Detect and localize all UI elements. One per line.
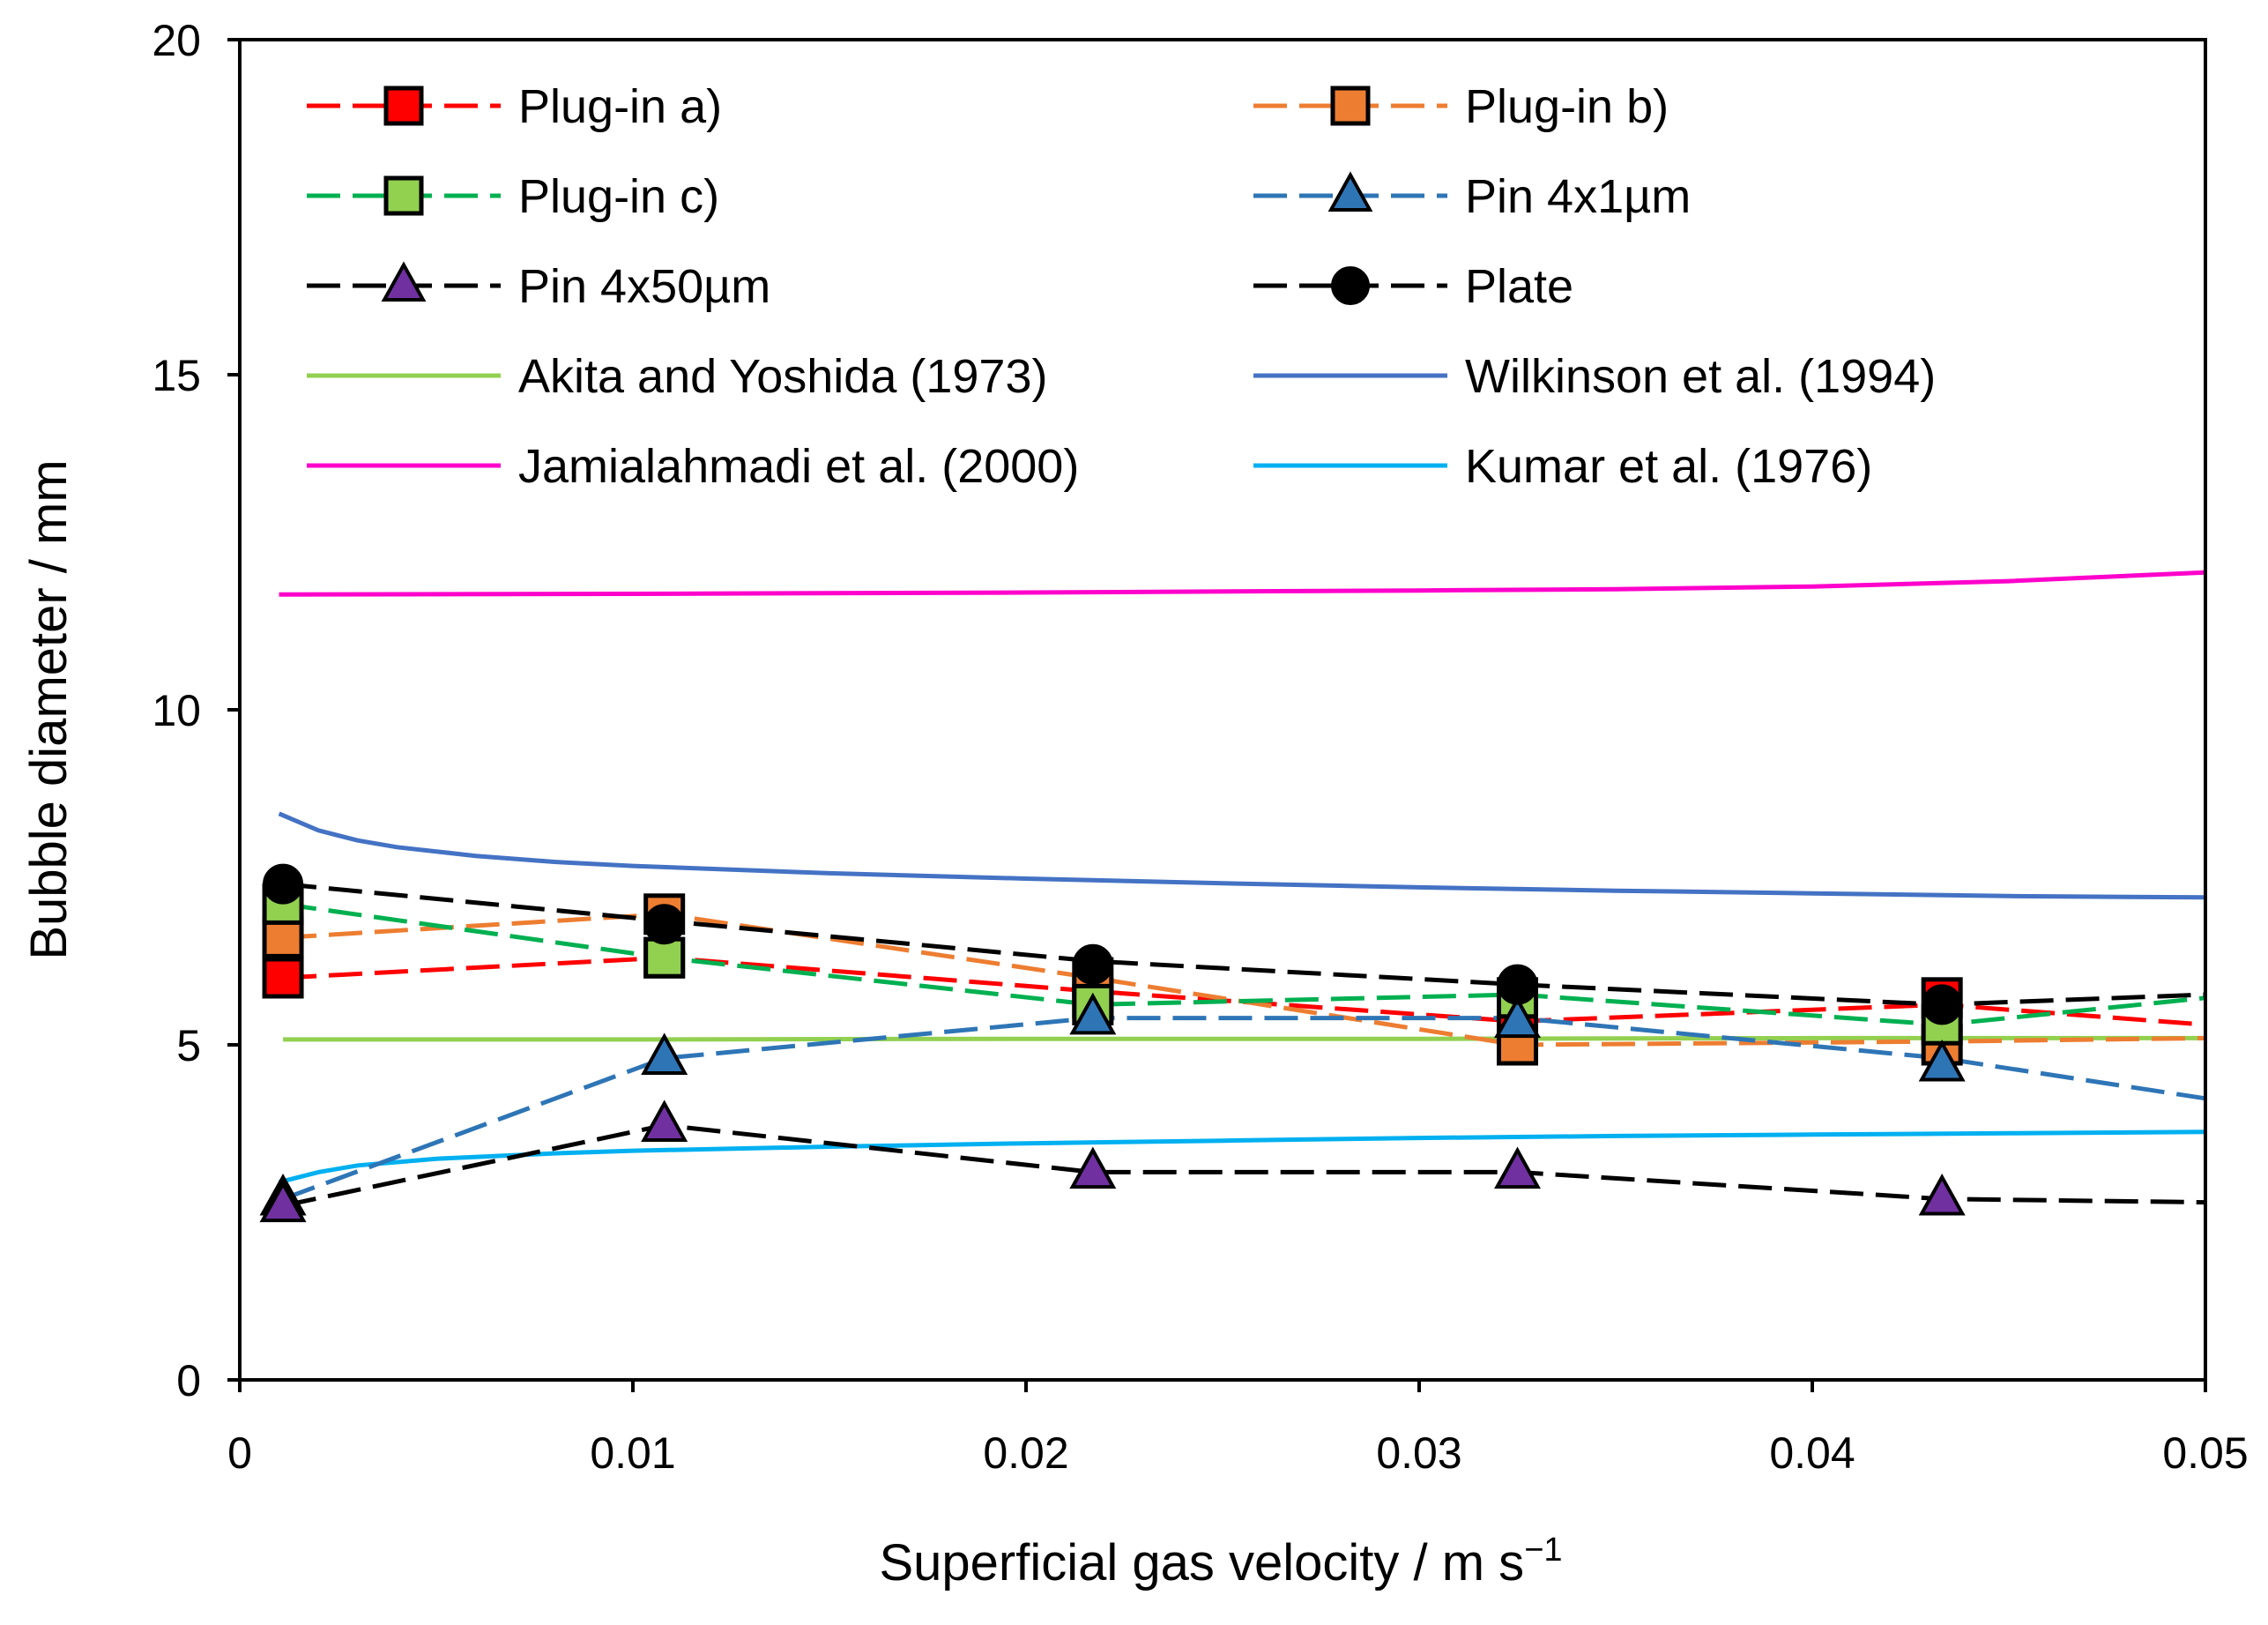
y-tick-label: 20 xyxy=(152,16,201,65)
legend-label: Jamialahmadi et al. (2000) xyxy=(518,440,1079,493)
legend-label: Pin 4x1µm xyxy=(1465,170,1691,223)
data-point-plate xyxy=(1922,984,1963,1025)
x-tick-label: 0 xyxy=(227,1428,252,1478)
legend-label: Pin 4x50µm xyxy=(518,260,770,313)
series-layer xyxy=(259,570,2206,1223)
data-point-pin-4x1-m xyxy=(1069,992,1117,1035)
y-axis-ticks: 0 5 10 15 20 xyxy=(152,16,240,1405)
series-line-plug-in-a xyxy=(282,955,2206,1027)
data-point-pin-4x50-m xyxy=(1918,1173,1966,1216)
legend-swatch-marker xyxy=(381,261,427,302)
legend-item-plug-in-c: Plug-in c) xyxy=(307,170,719,223)
legend-label: Plug-in a) xyxy=(518,80,722,133)
data-point-plate xyxy=(643,904,685,945)
legend-swatch-marker xyxy=(1327,171,1373,212)
x-axis-title: Superficial gas velocity / m s−1 xyxy=(879,1532,1562,1591)
data-point-plate xyxy=(1072,943,1113,985)
legend-item-plate: Plate xyxy=(1253,260,1573,313)
legend-item-akita-and-yoshida-1973: Akita and Yoshida (1973) xyxy=(307,350,1047,403)
x-tick-label: 0.05 xyxy=(2162,1428,2248,1478)
legend-item-pin-4x1-m: Pin 4x1µm xyxy=(1253,170,1691,223)
data-point-pin-4x50-m xyxy=(259,1180,307,1223)
x-axis-title-text: Superficial gas velocity / m s xyxy=(879,1534,1524,1591)
legend-item-kumar-et-al-1976: Kumar et al. (1976) xyxy=(1253,440,1872,493)
x-axis-ticks: 0 0.01 0.02 0.03 0.04 0.05 xyxy=(227,1380,2249,1478)
y-tick-label: 0 xyxy=(176,1356,201,1405)
legend-label: Akita and Yoshida (1973) xyxy=(518,350,1047,403)
series-line-akita-and-yoshida-1973 xyxy=(283,1035,2205,1042)
data-point-plug-in-a xyxy=(262,957,304,999)
data-point-pin-4x50-m xyxy=(1069,1146,1117,1189)
x-tick-label: 0.03 xyxy=(1376,1428,1461,1478)
legend-swatch-marker xyxy=(1331,266,1370,305)
x-axis-title-superscript: −1 xyxy=(1524,1532,1562,1569)
data-point-pin-4x1-m xyxy=(1918,1039,1966,1082)
x-tick-label: 0.01 xyxy=(590,1428,675,1478)
legend-label: Kumar et al. (1976) xyxy=(1465,440,1872,493)
y-tick-label: 5 xyxy=(176,1021,201,1070)
legend-item-pin-4x50-m: Pin 4x50µm xyxy=(307,260,770,313)
data-point-plate xyxy=(1497,964,1538,1005)
legend-label: Wilkinson et al. (1994) xyxy=(1465,350,1936,403)
data-point-plate xyxy=(263,863,304,905)
legend-item-wilkinson-et-al-1994: Wilkinson et al. (1994) xyxy=(1253,350,1936,403)
data-point-plug-in-c xyxy=(643,936,686,979)
series-line-plug-in-c xyxy=(282,901,2206,1027)
x-tick-label: 0.04 xyxy=(1769,1428,1855,1478)
legend-swatch-marker xyxy=(383,175,424,216)
series-line-pin-4x1-m xyxy=(282,1016,2206,1202)
y-tick-label: 10 xyxy=(152,686,201,735)
legend-swatch-marker xyxy=(1330,86,1371,126)
legend-swatch-marker xyxy=(383,86,424,126)
data-point-pin-4x1-m xyxy=(641,1032,688,1075)
series-line-pin-4x50-m xyxy=(282,1122,2206,1208)
x-tick-label: 0.02 xyxy=(983,1428,1068,1478)
series-line-plate xyxy=(282,882,2206,1007)
legend-label: Plug-in b) xyxy=(1465,80,1669,133)
y-tick-label: 15 xyxy=(152,351,201,400)
series-line-plug-in-b xyxy=(282,912,2206,1047)
data-point-pin-4x50-m xyxy=(1493,1146,1542,1189)
legend-item-jamialahmadi-et-al-2000: Jamialahmadi et al. (2000) xyxy=(307,440,1079,493)
legend-label: Plug-in c) xyxy=(518,170,719,223)
legend: Plug-in a) Plug-in b) Plug-in c) Pin 4x1µm P… xyxy=(307,80,1936,493)
data-point-pin-4x50-m xyxy=(641,1099,688,1142)
series-line-wilkinson-et-al-1994 xyxy=(278,811,2206,900)
legend-item-plug-in-a: Plug-in a) xyxy=(307,80,722,133)
data-point-pin-4x1-m xyxy=(1493,995,1542,1039)
series-line-jamialahmadi-et-al-2000 xyxy=(279,570,2206,597)
legend-label: Plate xyxy=(1465,260,1573,313)
legend-item-plug-in-b: Plug-in b) xyxy=(1253,80,1669,133)
y-axis-title: Bubble diameter / mm xyxy=(20,459,78,959)
